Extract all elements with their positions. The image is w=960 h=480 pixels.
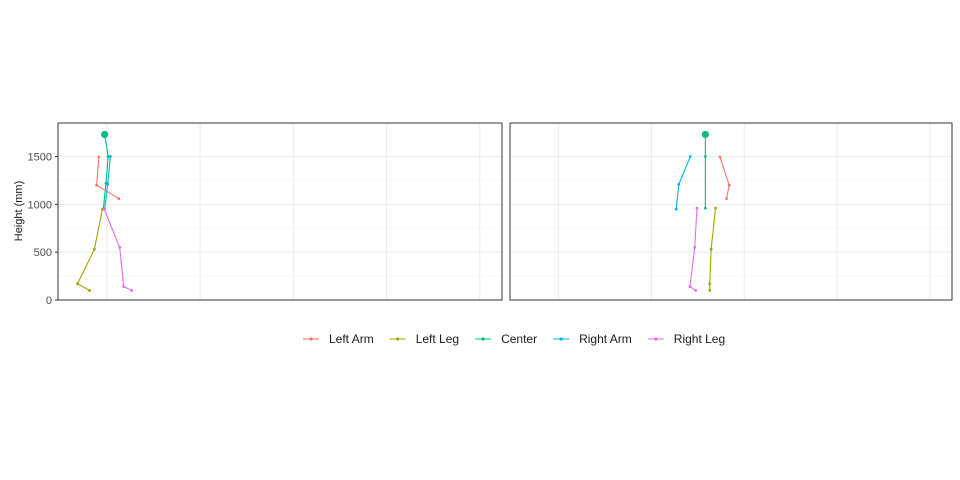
data-point	[108, 155, 112, 158]
series-left-leg	[76, 207, 104, 292]
data-point	[117, 197, 121, 200]
data-point	[688, 155, 692, 158]
data-point	[708, 289, 712, 292]
y-tick-label: 1000	[28, 199, 52, 211]
series-line	[689, 208, 698, 291]
data-point	[725, 197, 728, 200]
data-point	[714, 206, 717, 210]
legend-label: Center	[501, 332, 537, 346]
legend-item: Center	[475, 332, 537, 346]
data-point	[118, 245, 122, 249]
data-point	[674, 207, 678, 211]
data-point	[76, 282, 79, 286]
data-point	[677, 182, 681, 186]
legend-label: Left Arm	[329, 332, 374, 346]
y-tick-label: 0	[46, 295, 52, 307]
series-line	[709, 208, 717, 291]
legend-key-point	[309, 337, 313, 341]
y-tick-label: 500	[34, 247, 52, 259]
data-point	[709, 247, 713, 251]
series-right-leg	[102, 207, 134, 292]
legend-key-point	[396, 337, 400, 341]
legend-item: Left Leg	[389, 332, 459, 346]
legend-item: Right Arm	[553, 332, 632, 346]
data-point	[95, 183, 99, 187]
gridlines	[58, 123, 502, 301]
data-point	[130, 289, 134, 292]
series-left-arm	[718, 155, 731, 200]
data-point	[695, 206, 699, 210]
y-axis-title: Height (mm)	[13, 181, 25, 242]
data-point	[727, 183, 731, 187]
data-point	[102, 207, 106, 211]
y-tick-label: 1500	[28, 151, 52, 163]
head-point	[101, 130, 109, 139]
data-point	[718, 155, 722, 159]
data-point	[106, 182, 110, 186]
series-right-arm	[674, 155, 692, 211]
data-point	[688, 285, 692, 289]
legend-label: Left Leg	[416, 332, 459, 346]
data-point	[694, 289, 698, 292]
data-point	[693, 245, 697, 249]
legend-key-point	[654, 337, 658, 341]
data-point	[703, 155, 707, 158]
data-point	[703, 206, 707, 210]
legend-label: Right Arm	[579, 332, 632, 346]
series-center	[101, 130, 110, 211]
data-point	[93, 247, 96, 251]
legend-item: Left Arm	[303, 332, 374, 346]
series-line	[102, 134, 109, 210]
legend-label: Right Leg	[674, 332, 725, 346]
legend-key-point	[559, 337, 563, 341]
data-point	[122, 285, 126, 289]
head-point	[701, 130, 709, 139]
data-point	[97, 155, 101, 159]
data-point	[88, 289, 91, 292]
data-point	[708, 282, 712, 286]
panel-2	[509, 122, 953, 301]
panel-background	[510, 123, 952, 300]
panel-border	[57, 122, 503, 301]
legend-key-point	[481, 337, 485, 341]
series-center	[701, 130, 709, 210]
data-point	[106, 155, 110, 158]
series-line	[103, 208, 132, 291]
series-line	[76, 209, 103, 291]
panel-background	[58, 123, 502, 300]
series-left-leg	[708, 206, 717, 292]
panel-border	[509, 122, 953, 301]
series-right-leg	[688, 206, 699, 292]
series-left-arm	[95, 155, 121, 200]
legend-item: Right Leg	[647, 332, 725, 346]
panel-1	[57, 122, 503, 301]
